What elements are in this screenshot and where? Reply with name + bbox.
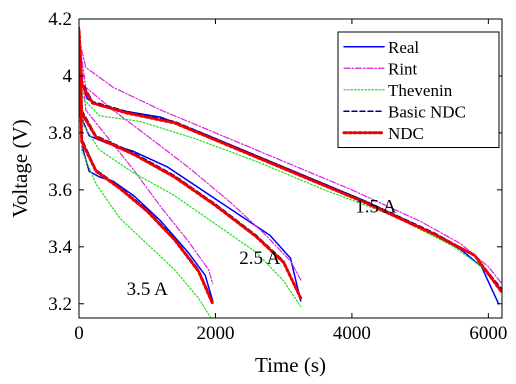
series-line-ndc-2-5-a: [79, 28, 303, 300]
series-line-ndc-1-5-a: [79, 28, 502, 294]
annotations-layer: 1.5 A 2.5 A 3.5 A: [127, 197, 397, 301]
x-tick-label: 2000: [196, 323, 234, 344]
y-tick-label: 3.6: [48, 180, 72, 201]
annotation-2-5-a: 2.5 A: [239, 248, 280, 269]
x-tick-label: 6000: [469, 323, 507, 344]
y-tick-label: 3.8: [48, 123, 72, 144]
y-tick-label: 3.4: [48, 237, 72, 258]
annotation-1-5-a: 1.5 A: [355, 197, 396, 218]
y-tick-label: 4: [63, 66, 73, 87]
x-axis-label: Time (s): [255, 353, 326, 377]
x-tick-label: 0: [74, 323, 84, 344]
y-tick-label: 3.2: [48, 294, 72, 315]
series-line-ndc-3-5-a: [79, 28, 215, 306]
y-axis-label: Voltage (V): [8, 119, 32, 217]
plot-frame: [78, 18, 503, 319]
annotation-3-5-a: 3.5 A: [127, 279, 168, 300]
axes-layer: 0 2000 4000 6000 3.2 3.4 3.6 3.8 4 4.2: [48, 9, 507, 344]
legend-label-rint: Rint: [388, 59, 418, 78]
series-line-rint-2-5-a: [79, 38, 302, 282]
series-line-basic-ndc-3-5-a: [79, 29, 214, 302]
series-lines-layer: [79, 26, 502, 318]
series-line-real-3-5-a: [79, 26, 214, 302]
x-tick-label: 4000: [333, 323, 371, 344]
series-line-rint-3-5-a: [79, 38, 214, 285]
legend: Real Rint Thevenin Basic NDC NDC: [337, 31, 500, 148]
series-line-thevenin-3-5-a: [79, 29, 212, 318]
legend-label-basic-ndc: Basic NDC: [388, 102, 466, 121]
series-line-thevenin-1-5-a: [79, 29, 502, 293]
legend-label-ndc: NDC: [388, 124, 424, 143]
legend-label-thevenin: Thevenin: [388, 81, 453, 100]
legend-label-real: Real: [388, 38, 419, 57]
y-tick-label: 4.2: [48, 9, 72, 30]
